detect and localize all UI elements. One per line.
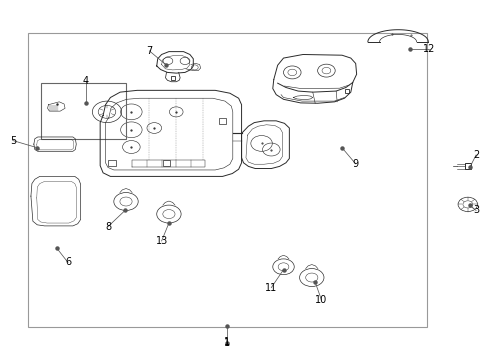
Bar	[27, 33, 427, 327]
Text: 9: 9	[352, 159, 358, 169]
Text: 12: 12	[422, 44, 434, 54]
Text: 8: 8	[105, 222, 111, 231]
Text: 11: 11	[264, 283, 277, 293]
Text: 1: 1	[224, 338, 230, 348]
Bar	[41, 83, 126, 139]
Text: 1: 1	[224, 337, 230, 347]
Bar	[218, 118, 226, 124]
Text: 3: 3	[472, 206, 478, 216]
Text: 4: 4	[83, 76, 89, 86]
Text: 10: 10	[315, 295, 327, 305]
Text: 5: 5	[10, 136, 16, 145]
Bar	[108, 160, 116, 166]
Text: 7: 7	[146, 46, 152, 56]
Text: 2: 2	[472, 150, 478, 160]
Bar	[162, 160, 170, 166]
Text: 13: 13	[155, 236, 167, 246]
Text: 6: 6	[65, 257, 71, 267]
